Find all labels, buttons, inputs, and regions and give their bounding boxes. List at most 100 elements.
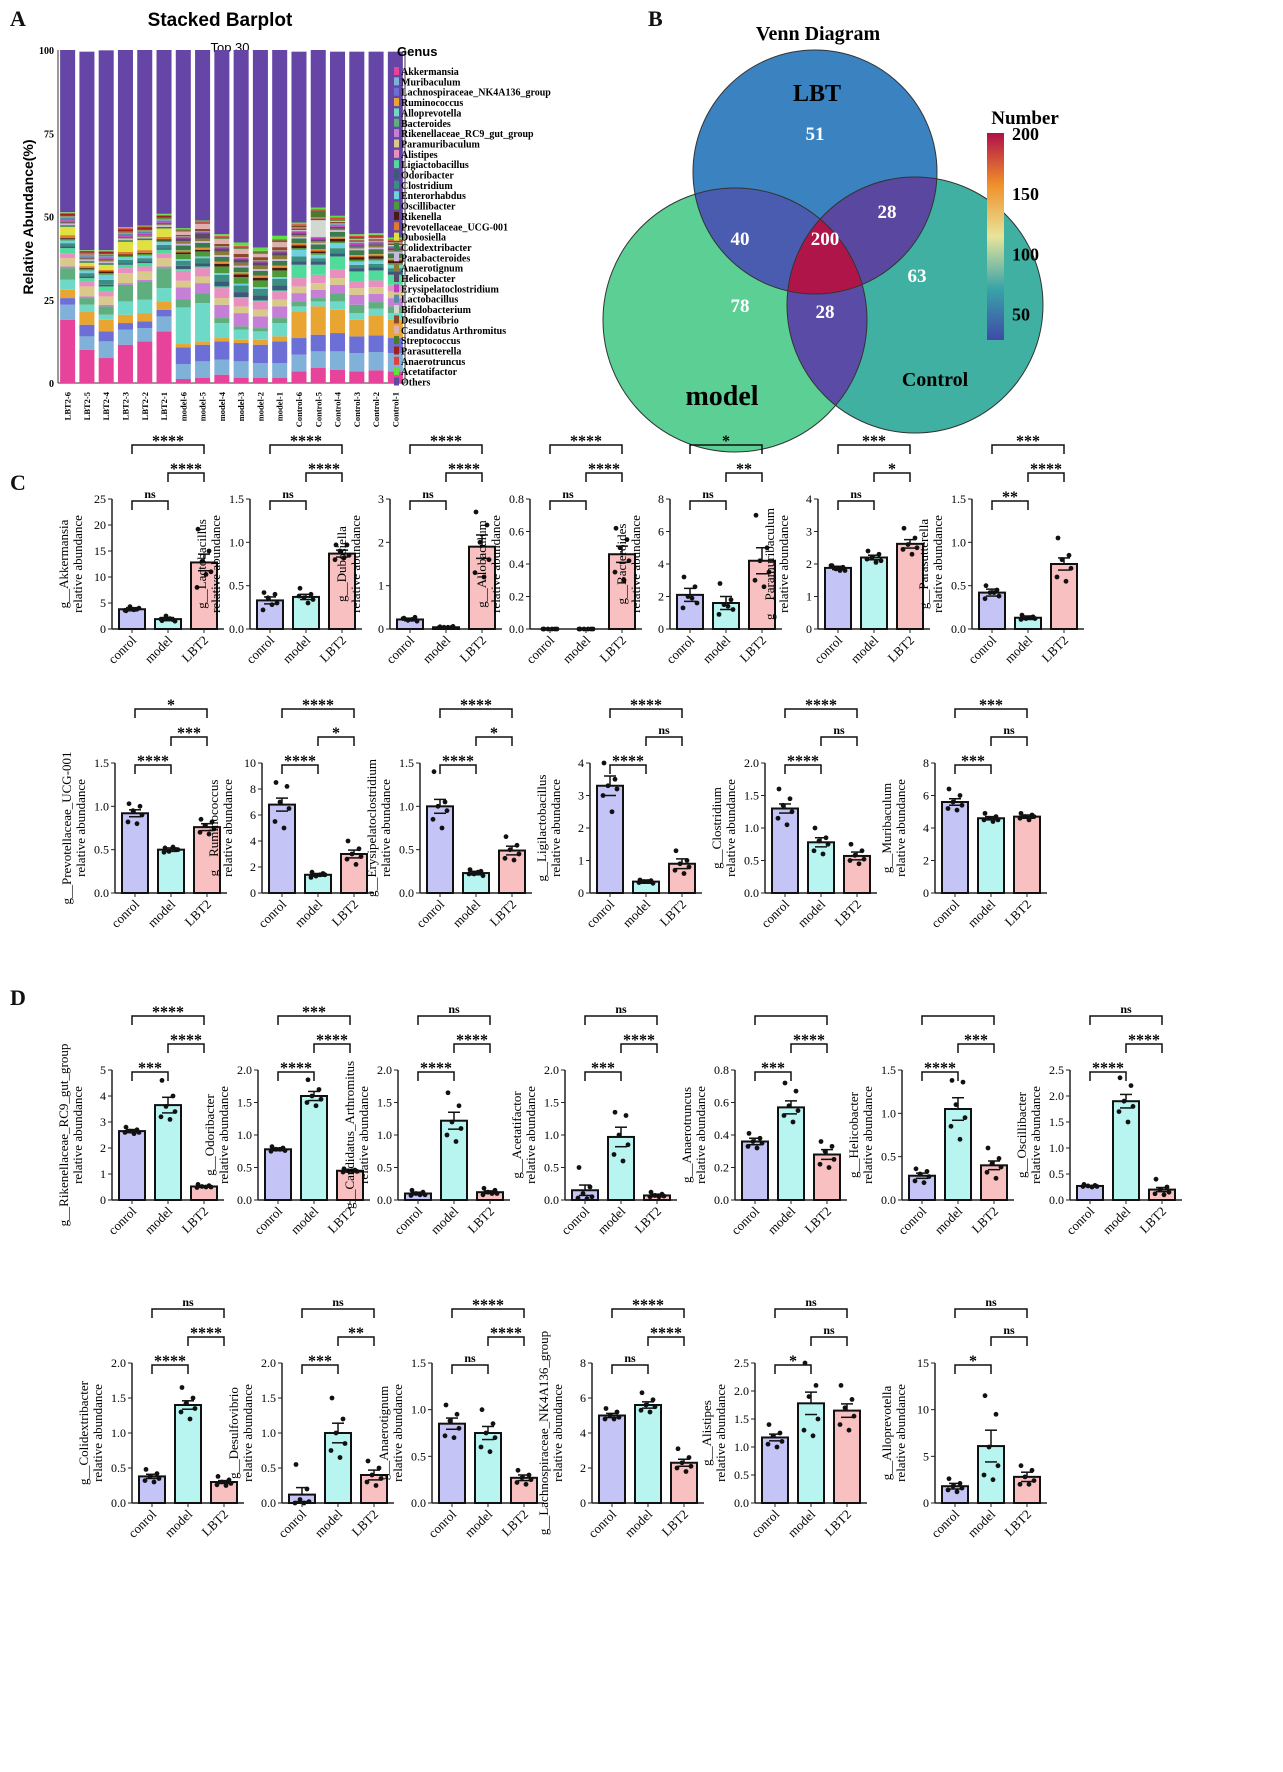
bar-chart-clostridium: 0.00.51.01.52.0g__Clostridium relative ab… bbox=[709, 697, 877, 931]
venn-count: 200 bbox=[811, 229, 840, 250]
bar-segment bbox=[310, 264, 326, 275]
significance-label: ** bbox=[736, 461, 752, 478]
data-point bbox=[1066, 552, 1072, 558]
significance-bracket bbox=[991, 500, 1029, 510]
y-tick-label: 0.8 bbox=[714, 1063, 729, 1077]
legend-label: Paramuribaculum bbox=[401, 139, 481, 150]
data-point bbox=[900, 546, 906, 552]
bar-segment bbox=[175, 231, 191, 235]
data-point bbox=[600, 793, 606, 798]
y-axis-label: Relative Abundance(%) bbox=[20, 139, 36, 294]
data-point bbox=[946, 786, 952, 792]
data-point bbox=[759, 1140, 765, 1146]
legend-label: Candidatus Arthromitus bbox=[401, 326, 506, 337]
x-tick-label: conrol bbox=[243, 632, 277, 666]
data-point bbox=[613, 525, 619, 531]
bar-segment bbox=[272, 50, 288, 236]
data-point bbox=[436, 625, 442, 631]
data-point bbox=[982, 810, 988, 816]
x-tick-label: LBT2 bbox=[885, 633, 918, 666]
significance-label: **** bbox=[442, 753, 474, 770]
x-tick-label: model bbox=[280, 632, 314, 666]
y-tick-label: 0.0 bbox=[237, 1193, 252, 1207]
data-point bbox=[1026, 1481, 1032, 1487]
bar-chart-helicobacter: 0.00.51.01.5g__Helicobacter relative abun… bbox=[846, 1015, 1014, 1238]
data-point bbox=[435, 803, 441, 809]
bar-segment bbox=[98, 304, 114, 307]
y-tick-label: 0.6 bbox=[509, 525, 524, 539]
data-point bbox=[292, 1500, 298, 1506]
bar-segment bbox=[252, 265, 268, 270]
legend-swatch bbox=[394, 232, 399, 241]
y-axis-label-genus: g__Bacteroides bbox=[614, 524, 629, 605]
bar-conrol bbox=[268, 803, 296, 894]
data-point bbox=[353, 862, 359, 867]
significance-bracket bbox=[475, 736, 513, 746]
significance-bracket bbox=[187, 1336, 225, 1346]
y-tick-label: 0 bbox=[923, 1496, 929, 1510]
significance-label: **** bbox=[420, 1060, 452, 1077]
data-point bbox=[829, 1143, 835, 1149]
y-tick-label: 3 bbox=[378, 492, 384, 506]
bar-segment bbox=[175, 252, 191, 255]
data-point bbox=[514, 842, 520, 848]
data-point bbox=[912, 535, 918, 541]
significance-label: * bbox=[332, 725, 340, 742]
bar-segment bbox=[98, 306, 114, 315]
data-point bbox=[269, 1144, 275, 1150]
data-point bbox=[154, 1471, 160, 1476]
data-point bbox=[638, 1407, 644, 1413]
colorbar-tick-label: 100 bbox=[1012, 244, 1039, 264]
y-tick-label: 2.0 bbox=[237, 1063, 252, 1077]
y-axis-label-genus: g__Colidextribacter bbox=[76, 1380, 91, 1485]
bar-segment bbox=[233, 245, 249, 247]
bar-segment bbox=[310, 368, 326, 383]
significance-bracket bbox=[647, 1336, 685, 1346]
x-tick-label: conrol bbox=[558, 1203, 592, 1237]
bar-segment bbox=[156, 214, 172, 216]
x-tick-label: conrol bbox=[585, 1506, 619, 1540]
y-axis-label-suffix: relative abundance bbox=[523, 1086, 538, 1184]
data-point bbox=[502, 855, 508, 861]
bar-segment bbox=[137, 50, 153, 226]
bar-segment bbox=[98, 331, 114, 342]
stacked-bar bbox=[349, 51, 365, 383]
data-point bbox=[477, 539, 483, 545]
data-point bbox=[274, 600, 280, 606]
x-tick-label: Control-5 bbox=[313, 392, 323, 427]
data-point bbox=[949, 1078, 955, 1083]
bar-conrol bbox=[598, 1414, 626, 1504]
bar-chart-erysipelatoclostridium: 0.00.51.01.5g__Erysipelatoclostridium rel… bbox=[364, 697, 532, 931]
bar-segment bbox=[272, 260, 288, 266]
y-axis-label-genus: g__Ligilactobacillus bbox=[534, 775, 549, 882]
bar-segment bbox=[156, 242, 172, 245]
bar-segment bbox=[349, 294, 365, 305]
bar-segment bbox=[252, 295, 268, 301]
bar-segment bbox=[272, 291, 288, 300]
bar-segment bbox=[252, 253, 268, 258]
y-tick-label: 0.0 bbox=[1049, 1193, 1064, 1207]
bar-segment bbox=[233, 262, 249, 266]
y-tick-label: 1 bbox=[806, 590, 812, 604]
y-tick-label: 1.5 bbox=[411, 1356, 426, 1370]
bar-segment bbox=[175, 228, 191, 230]
stacked-bar bbox=[117, 50, 133, 383]
bar-segment bbox=[310, 218, 326, 221]
y-axis-label-suffix: relative abundance bbox=[776, 515, 791, 613]
data-point bbox=[268, 1148, 274, 1154]
bar-segment bbox=[310, 249, 326, 252]
data-point bbox=[183, 1401, 189, 1406]
bar-segment bbox=[175, 236, 191, 238]
significance-bracket bbox=[281, 708, 355, 718]
bar-segment bbox=[330, 225, 346, 227]
bar-segment bbox=[79, 276, 95, 279]
significance-label: ns bbox=[332, 1295, 344, 1309]
data-point bbox=[998, 1164, 1004, 1170]
bar-segment bbox=[349, 245, 365, 247]
data-point bbox=[1023, 616, 1029, 621]
y-axis-label-suffix: relative abundance bbox=[860, 1086, 875, 1184]
bar-conrol bbox=[824, 566, 852, 631]
data-point bbox=[337, 1455, 343, 1460]
significance-bracket bbox=[131, 444, 205, 454]
